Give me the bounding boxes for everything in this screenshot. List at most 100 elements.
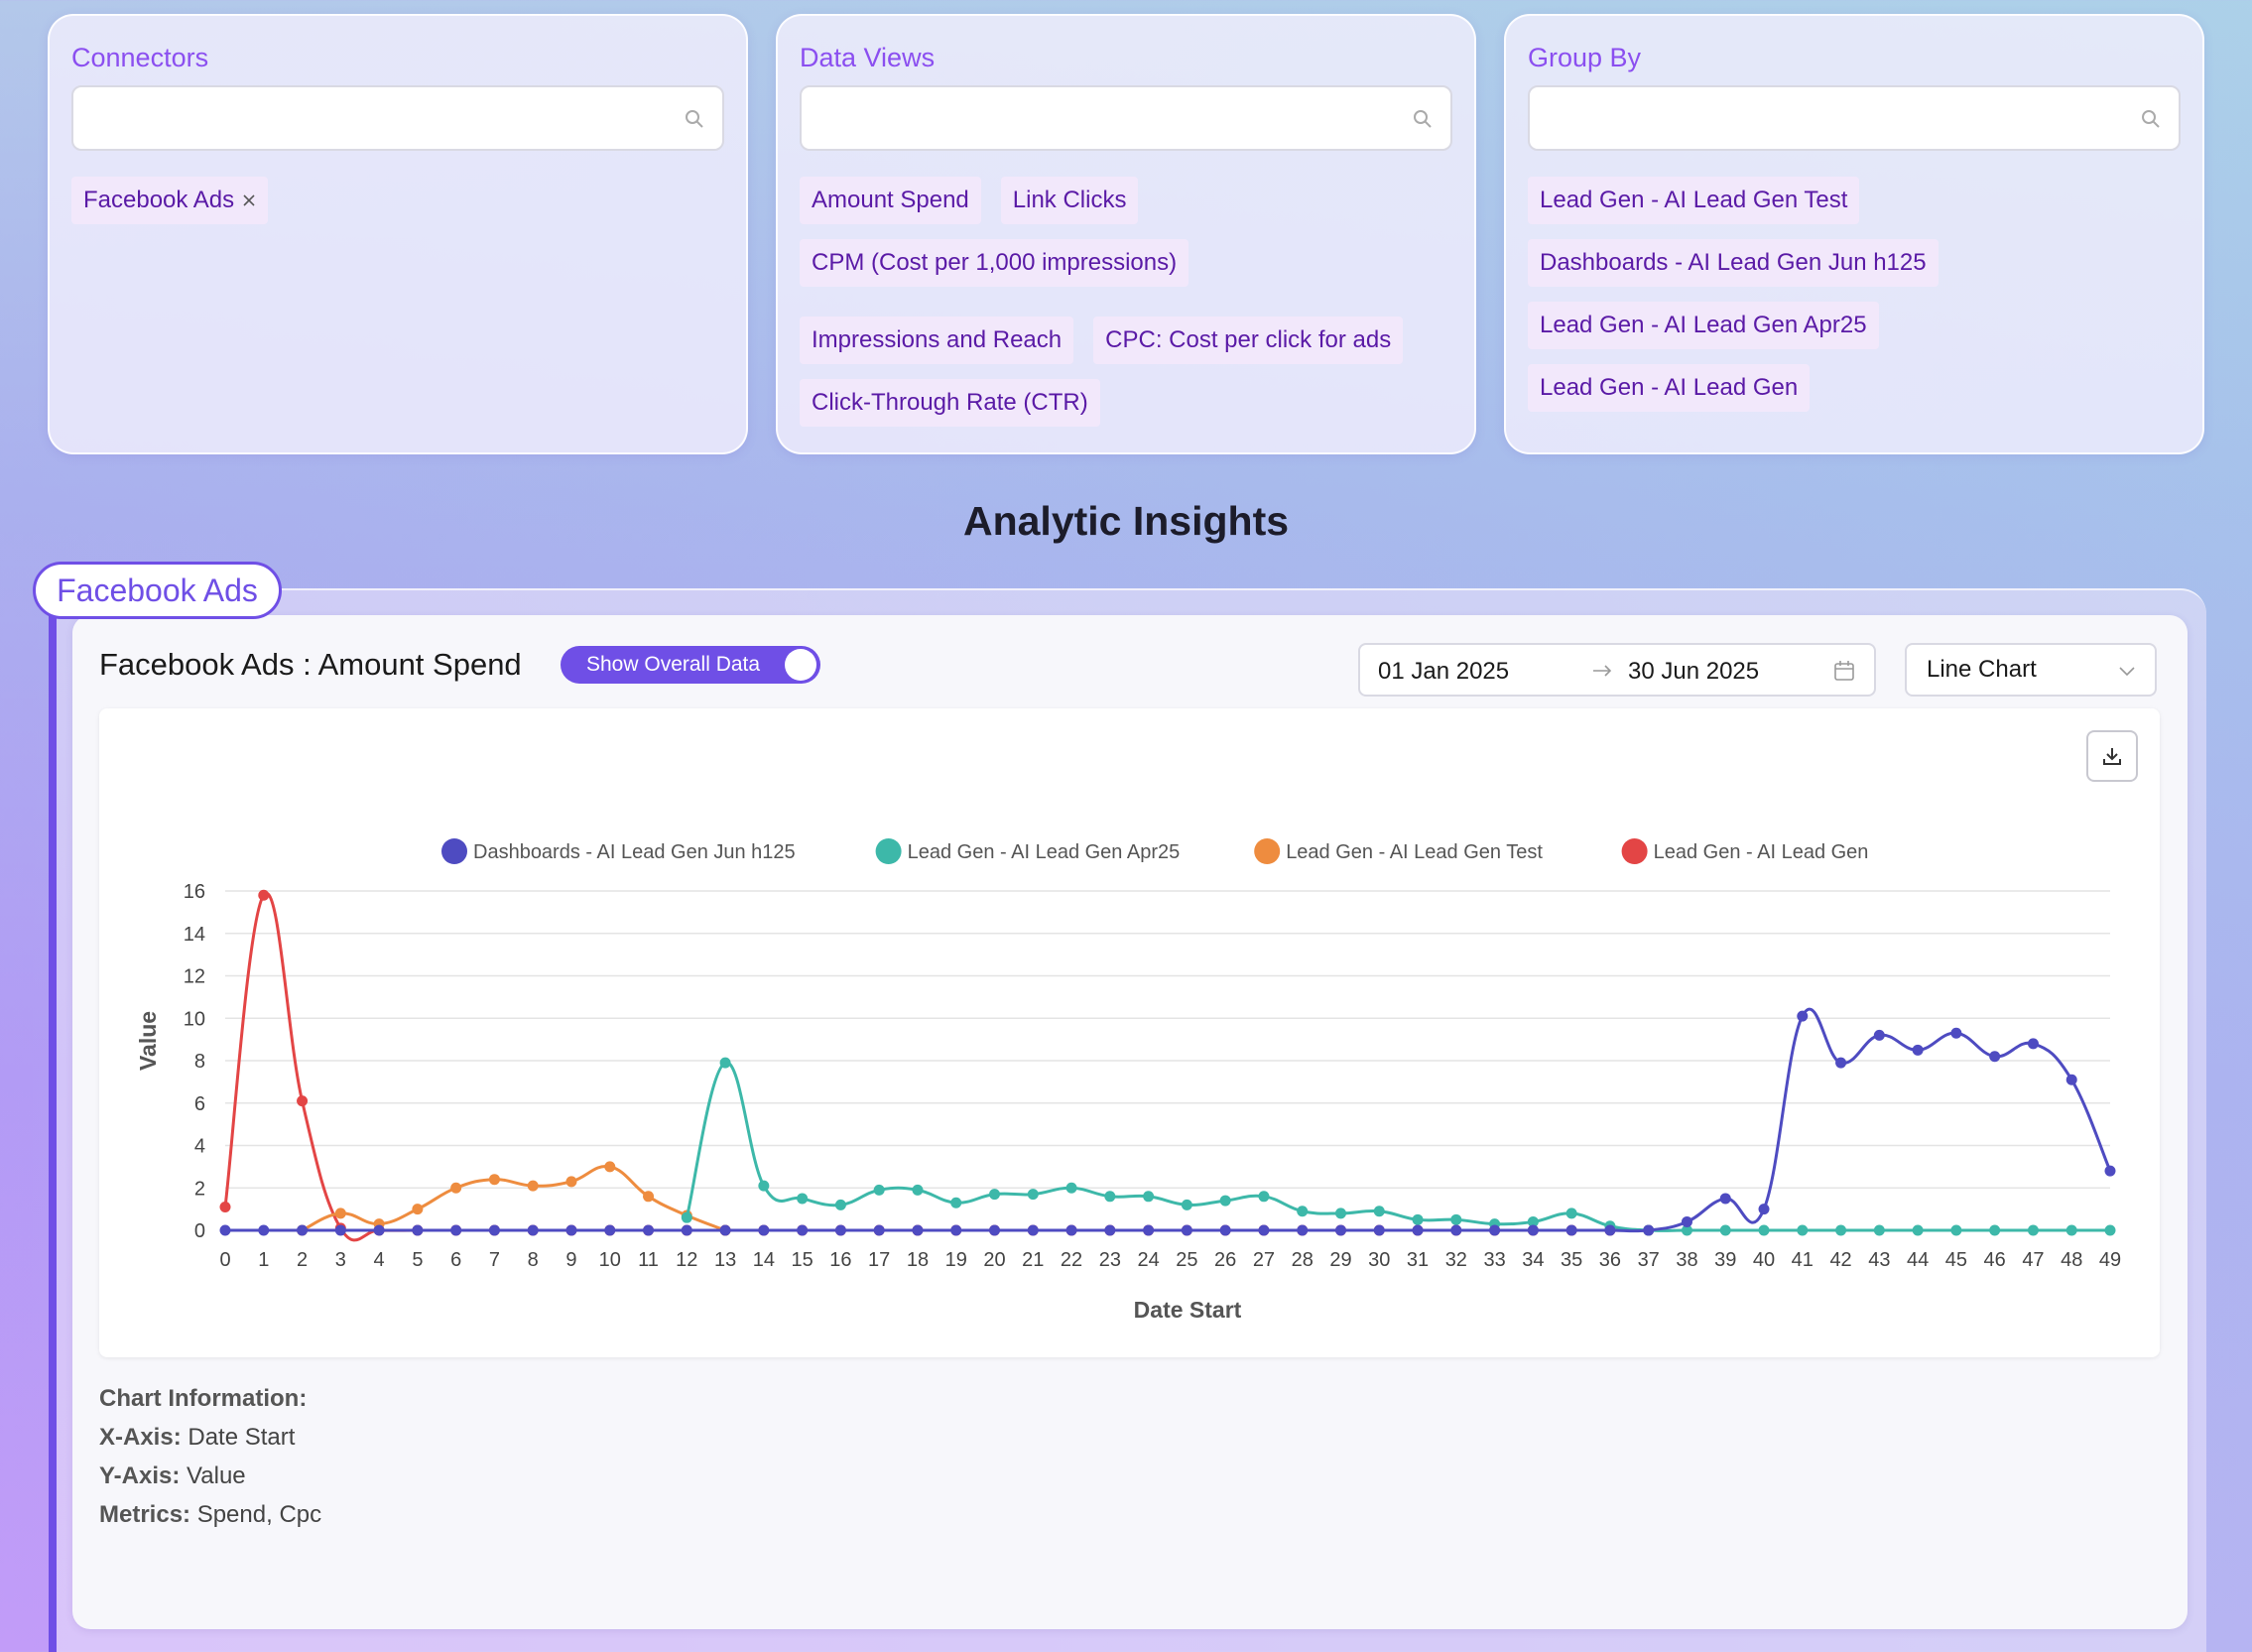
group-by-title: Group By (1528, 43, 1642, 72)
data-point (488, 1224, 500, 1236)
chip-link-clicks[interactable]: Link Clicks (1000, 177, 1139, 224)
x-tick-label: 30 (1368, 1249, 1390, 1271)
x-tick-label: 43 (1868, 1249, 1890, 1271)
date-start[interactable]: 01 Jan 2025 (1378, 658, 1510, 685)
chip-dashboards-jun[interactable]: Dashboards - AI Lead Gen Jun h125 (1528, 239, 1939, 287)
date-range-picker[interactable]: 01 Jan 2025 30 Jun 2025 (1358, 643, 1876, 697)
data-point (1412, 1213, 1424, 1225)
chart-info-y-axis: Y-Axis: Value (99, 1457, 321, 1495)
metrics-value: Spend, Cpc (196, 1501, 322, 1528)
calendar-icon[interactable] (1832, 659, 1856, 683)
chip-ctr[interactable]: Click-Through Rate (CTR) (800, 379, 1100, 427)
x-tick-label: 37 (1638, 1249, 1660, 1271)
chip-facebook-ads[interactable]: Facebook Ads (71, 177, 269, 224)
data-views-search[interactable] (800, 85, 1452, 151)
search-icon[interactable] (2139, 107, 2163, 131)
data-point (488, 1174, 500, 1186)
x-tick-label: 21 (1022, 1249, 1044, 1271)
chart-title: Facebook Ads : Amount Spend (99, 647, 522, 682)
chip-impressions-reach[interactable]: Impressions and Reach (800, 317, 1074, 364)
data-point (1950, 1224, 1962, 1236)
x-tick-label: 39 (1714, 1249, 1736, 1271)
data-point (797, 1224, 809, 1236)
data-point (719, 1057, 731, 1069)
data-point (1719, 1193, 1731, 1205)
data-point (412, 1224, 424, 1236)
x-tick-label: 8 (528, 1249, 539, 1271)
data-point (1681, 1224, 1692, 1236)
chip-lead-gen-apr25[interactable]: Lead Gen - AI Lead Gen Apr25 (1528, 302, 1879, 349)
data-point (1412, 1224, 1424, 1236)
chip-amount-spend[interactable]: Amount Spend (800, 177, 981, 224)
data-point (2104, 1165, 2116, 1177)
date-end[interactable]: 30 Jun 2025 (1628, 658, 1760, 685)
chart-info-heading: Chart Information: (99, 1385, 308, 1412)
data-point (1027, 1189, 1039, 1201)
x-tick-label: 15 (792, 1249, 813, 1271)
x-tick-label: 27 (1253, 1249, 1275, 1271)
x-tick-label: 6 (450, 1249, 461, 1271)
data-point (950, 1197, 962, 1208)
data-point (2027, 1224, 2039, 1236)
metrics-label: Metrics: (99, 1501, 191, 1528)
data-point (1873, 1029, 1885, 1041)
data-point (1565, 1224, 1577, 1236)
connectors-search[interactable] (71, 85, 724, 151)
data-point (1373, 1206, 1385, 1217)
chart-type-select[interactable]: Line Chart (1905, 643, 2157, 697)
data-point (758, 1224, 770, 1236)
x-tick-label: 17 (868, 1249, 890, 1271)
x-tick-label: 13 (714, 1249, 736, 1271)
close-icon[interactable] (242, 193, 256, 207)
chip-cpc[interactable]: CPC: Cost per click for ads (1093, 317, 1404, 364)
x-tick-label: 16 (829, 1249, 851, 1271)
y-axis-value: Value (187, 1462, 246, 1489)
data-views-search-input[interactable] (802, 87, 1450, 149)
data-point (1719, 1224, 1731, 1236)
y-axis-label: Y-Axis: (99, 1462, 181, 1489)
x-tick-label: 22 (1061, 1249, 1082, 1271)
y-tick-label: 2 (194, 1178, 205, 1200)
group-by-panel: Group By Lead Gen - AI Lead Gen Test Das… (1504, 14, 2204, 454)
data-point (527, 1224, 539, 1236)
chip-lead-gen[interactable]: Lead Gen - AI Lead Gen (1528, 364, 1811, 412)
data-point (527, 1180, 539, 1192)
search-icon[interactable] (1411, 107, 1435, 131)
data-point (2027, 1038, 2039, 1050)
x-tick-label: 45 (1945, 1249, 1967, 1271)
data-point (1604, 1224, 1616, 1236)
connector-tab-label[interactable]: Facebook Ads (33, 562, 282, 619)
data-point (1334, 1207, 1346, 1219)
download-button[interactable] (2086, 730, 2138, 782)
chip-cpm[interactable]: CPM (Cost per 1,000 impressions) (800, 239, 1189, 287)
chart-card: Facebook Ads : Amount Spend Show Overall… (72, 615, 2188, 1629)
data-point (1373, 1224, 1385, 1236)
x-tick-label: 0 (219, 1249, 230, 1271)
data-point (1873, 1224, 1885, 1236)
data-point (334, 1224, 346, 1236)
x-tick-label: 29 (1329, 1249, 1351, 1271)
chip-label: Facebook Ads (83, 187, 235, 213)
x-tick-label: 18 (907, 1249, 929, 1271)
y-tick-label: 0 (194, 1220, 205, 1242)
data-point (1989, 1051, 2001, 1063)
legend-label: Lead Gen - AI Lead Gen (1654, 841, 1869, 863)
y-tick-label: 8 (194, 1051, 205, 1073)
toggle-label: Show Overall Data (586, 653, 761, 676)
data-point (834, 1199, 846, 1210)
search-icon[interactable] (683, 107, 706, 131)
group-by-search[interactable] (1528, 85, 2181, 151)
x-tick-label: 12 (676, 1249, 697, 1271)
y-tick-label: 6 (194, 1093, 205, 1115)
chip-lead-gen-test[interactable]: Lead Gen - AI Lead Gen Test (1528, 177, 1860, 224)
data-point (1565, 1207, 1577, 1219)
data-point (834, 1224, 846, 1236)
x-tick-label: 44 (1907, 1249, 1929, 1271)
show-overall-toggle[interactable]: Show Overall Data (561, 646, 820, 684)
data-point (1258, 1191, 1270, 1203)
data-point (950, 1224, 962, 1236)
data-point (873, 1184, 885, 1196)
group-by-search-input[interactable] (1530, 87, 2179, 149)
connectors-search-input[interactable] (73, 87, 722, 149)
